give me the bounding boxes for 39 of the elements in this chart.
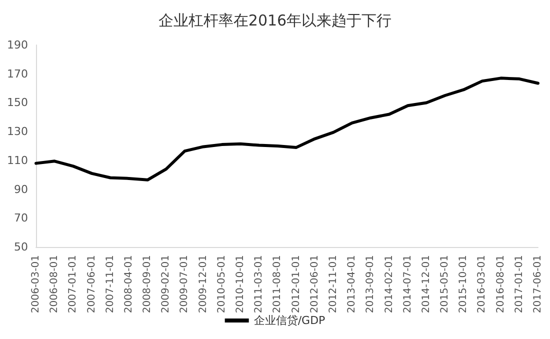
x-tick-label: 2009-07-01 [179, 255, 190, 314]
x-tick-label: 2011-08-01 [272, 255, 284, 314]
x-tick-label: 2008-04-01 [123, 255, 134, 314]
x-tick-label: 2016-08-01 [495, 255, 506, 314]
line-series [34, 76, 540, 182]
y-tick-label: 110 [7, 154, 28, 167]
x-tick-label: 2013-09-01 [365, 255, 376, 314]
x-tick-label: 2007-11-01 [104, 255, 116, 314]
legend-label: 企业信贷/GDP [254, 314, 326, 327]
x-tick-label: 2006-08-01 [49, 255, 60, 314]
x-tick-label: 2009-12-01 [198, 255, 209, 314]
x-tick-label: 2017-01-01 [514, 255, 525, 314]
chart-title: 企业杠杆率在2016年以来趋于下行 [158, 12, 392, 30]
y-tick-label: 150 [7, 96, 28, 110]
x-tick-label: 2014-07-01 [402, 255, 414, 314]
y-tick-label: 190 [7, 38, 28, 52]
x-tick-label: 2010-05-01 [216, 255, 228, 314]
x-tick-label: 2007-01-01 [68, 255, 79, 314]
x-tick-label: 2008-09-01 [142, 255, 154, 314]
x-tick-label: 2014-12-01 [420, 255, 432, 314]
x-tick-label: 2006-03-01 [30, 255, 42, 314]
x-tick-label: 2014-02-01 [384, 255, 395, 314]
x-tick-label: 2007-06-01 [86, 255, 98, 314]
x-tick-label: 2009-02-01 [160, 255, 172, 314]
y-tick-label: 130 [7, 125, 28, 138]
x-tick-label: 2015-05-01 [440, 255, 451, 314]
x-tick-label: 2012-06-01 [309, 255, 320, 314]
y-tick-label: 90 [14, 182, 28, 196]
x-tick-label: 2012-11-01 [328, 255, 339, 314]
x-tick-label: 2015-10-01 [458, 255, 470, 314]
y-tick-label: 50 [14, 240, 28, 254]
x-tick-label: 2010-10-01 [235, 255, 246, 314]
y-tick-label: 70 [14, 212, 28, 225]
y-tick-label: 170 [7, 67, 28, 80]
x-tick-label: 2017-06-01 [532, 255, 544, 314]
x-tick-label: 2012-01-01 [290, 255, 302, 314]
x-tick-label: 2011-03-01 [254, 255, 265, 314]
x-tick-label: 2016-03-01 [476, 255, 488, 314]
x-tick-label: 2013-04-01 [346, 255, 358, 314]
